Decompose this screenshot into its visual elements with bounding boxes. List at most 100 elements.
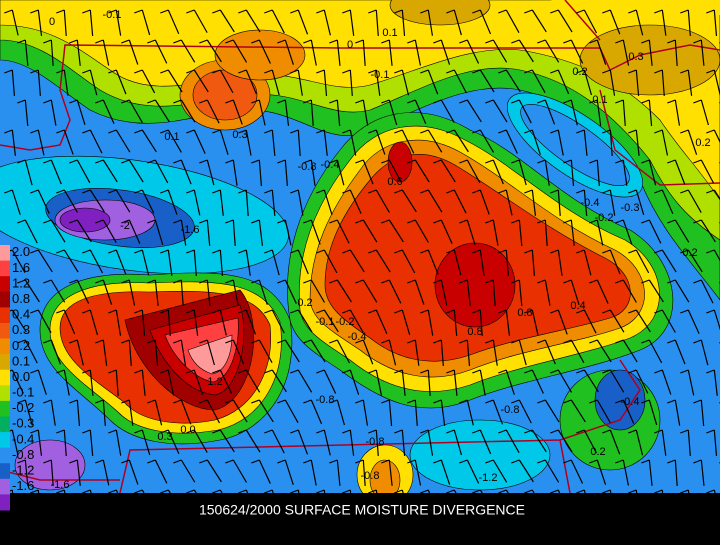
wind-barb-flag — [446, 489, 455, 493]
wind-barb-flag — [121, 279, 130, 284]
wind-barb-flag — [108, 489, 117, 493]
wind-barb-flag — [446, 249, 455, 254]
wind-barb — [11, 129, 16, 156]
wind-barb-flag — [160, 189, 169, 194]
wind-barb-flag — [381, 39, 390, 44]
wind-barb-flag — [69, 279, 78, 284]
wind-barb-flag — [550, 189, 559, 194]
wind-barb — [531, 69, 546, 93]
wind-barb-flag — [563, 99, 572, 104]
wind-barb-flag — [290, 129, 299, 134]
wind-barb-flag — [17, 279, 26, 284]
wind-barb — [375, 189, 390, 213]
wind-barb — [37, 249, 53, 273]
wind-barb-flag — [238, 249, 247, 254]
wind-barb-flag — [264, 129, 273, 134]
wind-barb-flag — [30, 249, 39, 254]
wind-barb — [505, 129, 518, 154]
wind-barb — [102, 279, 113, 305]
wind-barb-flag — [628, 9, 637, 14]
wind-barb — [622, 339, 638, 363]
wind-barb-flag — [368, 9, 377, 14]
wind-barb-flag — [498, 9, 507, 14]
wind-barb-flag — [628, 489, 637, 493]
contour — [0, 0, 720, 17]
wind-barb — [557, 189, 561, 216]
wind-barb — [375, 129, 386, 155]
wind-barb — [167, 129, 182, 153]
wind-barb-flag — [693, 279, 702, 284]
wind-barb — [622, 39, 630, 66]
wind-barb-flag — [589, 459, 598, 464]
wind-barb — [128, 99, 143, 123]
wind-barb-flag — [498, 309, 507, 314]
wind-barb-flag — [212, 489, 221, 493]
wind-barb — [167, 369, 175, 396]
wind-barb-flag — [316, 129, 325, 134]
wind-barb — [427, 9, 434, 36]
wind-barb-flag — [355, 459, 364, 464]
wind-barb — [687, 309, 700, 334]
wind-barb-flag — [212, 69, 221, 74]
wind-barb — [11, 369, 24, 394]
wind-barb — [609, 309, 625, 333]
wind-barb-flag — [589, 219, 598, 224]
wind-barb-flag — [394, 489, 403, 493]
wind-barb-flag — [238, 69, 247, 74]
wind-barb — [102, 99, 115, 124]
wind-barb — [414, 399, 418, 426]
wind-barb-flag — [82, 189, 91, 194]
wind-barb — [50, 99, 57, 126]
caption: 150624/2000 SURFACE MOISTURE DIVERGENCE — [199, 502, 525, 518]
wind-barb-flag — [290, 429, 299, 434]
wind-barb-flag — [82, 249, 91, 254]
wind-barb — [518, 39, 534, 63]
wind-barb-flag — [680, 9, 689, 14]
wind-barb — [414, 279, 425, 305]
wind-barb-flag — [56, 9, 65, 14]
wind-barb-flag — [199, 99, 208, 104]
wind-barb — [323, 369, 337, 394]
wind-barb-flag — [511, 219, 520, 224]
wind-barb — [245, 429, 261, 453]
contour-label: 0.3 — [232, 129, 247, 141]
wind-barb-flag — [667, 39, 676, 44]
wind-barb-flag — [264, 189, 273, 194]
wind-barb-flag — [563, 459, 572, 464]
wind-barb-flag — [121, 39, 130, 44]
wind-barb — [453, 9, 462, 36]
wind-barb — [349, 129, 357, 156]
wind-barb-flag — [706, 249, 715, 254]
wind-barb-flag — [381, 279, 390, 284]
wind-barb-flag — [30, 309, 39, 314]
wind-barb — [219, 129, 229, 155]
contour-label: 0.2 — [572, 66, 587, 78]
wind-barb — [609, 189, 616, 216]
wind-barb-flag — [576, 429, 585, 434]
wind-barb — [63, 129, 74, 155]
wind-barb-flag — [186, 369, 195, 374]
wind-barb — [219, 69, 234, 94]
wind-barb-flag — [225, 219, 234, 224]
wind-barb — [284, 219, 292, 246]
wind-barb-flag — [134, 9, 143, 14]
wind-barb — [687, 189, 702, 213]
wind-barb-flag — [121, 459, 130, 464]
wind-barb — [687, 69, 693, 96]
wind-barb-flag — [303, 279, 312, 284]
wind-barb — [414, 339, 420, 366]
wind-barb — [11, 69, 16, 96]
wind-barb — [375, 69, 381, 96]
wind-barb-flag — [394, 369, 403, 374]
wind-barb — [232, 159, 238, 186]
legend-label: 0.8 — [12, 291, 30, 306]
wind-barb — [505, 369, 515, 395]
wind-barb — [37, 309, 52, 333]
wind-barb-flag — [537, 339, 546, 344]
wind-barb — [453, 369, 458, 396]
wind-barb-flag — [394, 9, 403, 14]
wind-barb — [635, 9, 644, 36]
wind-barb-flag — [82, 429, 91, 434]
wind-barb-flag — [602, 249, 611, 254]
contour-label: 0.2 — [695, 137, 710, 149]
